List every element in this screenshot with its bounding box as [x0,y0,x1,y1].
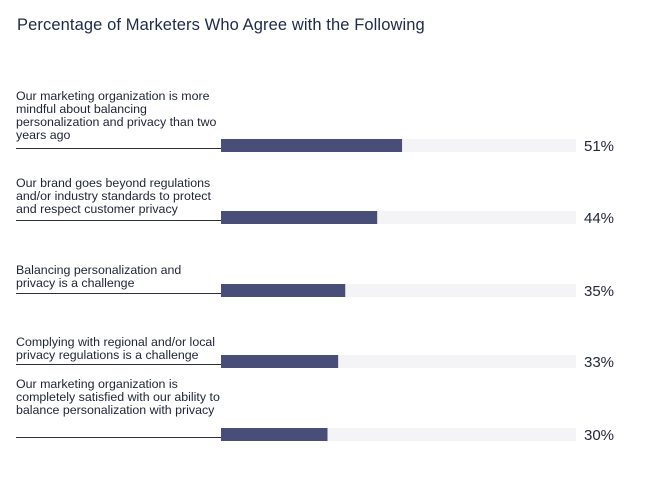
bar [221,284,346,297]
category-label: Our marketing organization is more mindf… [16,90,221,149]
value-label: 30% [584,427,615,444]
chart-title: Percentage of Marketers Who Agree with t… [17,16,425,34]
value-label: 33% [584,354,615,371]
category-label: Our marketing organization is completely… [16,378,221,438]
value-label: 44% [584,210,615,227]
bar [221,139,403,152]
category-label: Our brand goes beyond regulations and/or… [16,177,221,221]
value-label: 35% [584,283,615,300]
bar [221,211,378,224]
category-label: Complying with regional and/or local pri… [16,336,221,365]
value-label: 51% [584,138,615,155]
bar [221,355,339,368]
bar [221,428,328,441]
category-label: Balancing personalization and privacy is… [16,264,221,294]
